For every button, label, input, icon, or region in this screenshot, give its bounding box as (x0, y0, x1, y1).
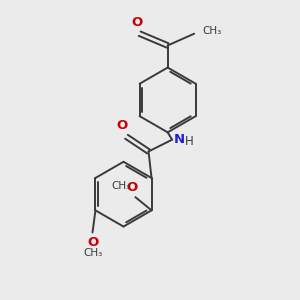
Text: O: O (132, 16, 143, 29)
Text: O: O (87, 236, 98, 249)
Text: O: O (126, 181, 137, 194)
Text: CH₃: CH₃ (202, 26, 222, 36)
Text: CH₃: CH₃ (112, 181, 131, 190)
Text: N: N (174, 133, 185, 146)
Text: O: O (116, 119, 128, 132)
Text: H: H (184, 135, 193, 148)
Text: CH₃: CH₃ (83, 248, 102, 258)
